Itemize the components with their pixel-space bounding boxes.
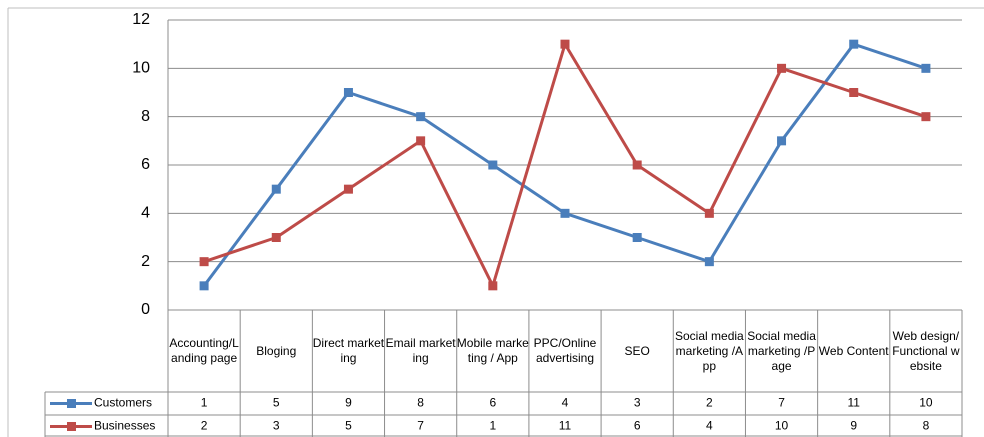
marker [199,257,209,267]
x-tick-cell: PPC/Online advertising [533,336,597,365]
marker [704,208,714,218]
table-value: 1 [201,396,208,410]
table-value: 5 [273,396,280,410]
table-value: 10 [775,419,789,433]
marker [343,88,353,97]
marker [271,233,281,242]
y-tick-label: 2 [141,253,150,270]
marker [199,281,209,291]
marker [560,39,570,49]
marker [560,208,570,218]
x-tick-label: Direct marketing [312,336,385,365]
x-tick-cell: SEO [624,343,650,358]
x-tick-cell: Accounting/Landing page [169,336,239,365]
y-tick-label: 8 [141,108,150,125]
x-tick-label: Web Content [818,343,889,358]
marker [849,88,859,97]
x-tick-label: Social media marketing /App [675,328,744,373]
x-tick-label: SEO [624,343,650,358]
x-tick-label: Accounting/Landing page [169,336,239,365]
x-tick-label: Bloging [256,343,297,358]
marker [849,39,859,49]
marker [271,184,281,194]
table-value: 9 [850,419,857,433]
table-value: 2 [201,419,208,433]
table-value: 8 [417,396,424,410]
marker [632,160,642,170]
marker [777,63,787,73]
table-value: 5 [345,419,352,433]
table-value: 11 [847,396,860,410]
x-tick-label: Social media marketing /Page [747,328,816,373]
x-tick-cell: Mobile marketing / App [456,336,529,365]
marker [416,112,426,122]
marker [488,281,498,291]
table-value: 4 [562,396,569,410]
table-value: 11 [559,419,572,433]
marker [343,184,353,194]
table-value: 2 [706,396,713,410]
y-tick-label: 6 [141,156,150,173]
legend-marker [67,399,76,408]
x-tick-cell: Social media marketing /App [675,328,744,373]
x-tick-label: Mobile marketing / App [456,336,529,365]
table-value: 8 [923,419,930,433]
x-tick-cell: Bloging [256,343,297,358]
y-tick-label: 10 [132,60,150,77]
x-tick-cell: Social media marketing /Page [747,328,816,373]
y-tick-label: 12 [132,11,150,28]
y-tick-label: 0 [141,301,150,318]
x-tick-cell: Direct marketing [312,336,385,365]
legend-marker [67,422,76,431]
table-value: 6 [489,396,496,410]
table-value: 6 [634,419,641,433]
x-tick-label: Web design/Functional website [892,328,960,373]
marker [921,112,931,122]
x-tick-label: Email marketing [385,336,456,365]
table-value: 4 [706,419,713,433]
table-value: 10 [919,396,933,410]
marker [921,63,931,73]
x-tick-label: PPC/Online advertising [533,336,597,365]
table-value: 3 [634,396,641,410]
legend-label: Customers [94,396,152,410]
marker [777,136,787,146]
table-value: 7 [778,396,785,410]
marker [704,257,714,267]
table-value: 3 [273,419,280,433]
marker [416,136,426,146]
y-tick-label: 4 [141,205,150,222]
table-value: 9 [345,396,352,410]
marker [488,160,498,170]
table-value: 1 [489,419,496,433]
legend-label: Businesses [94,419,155,433]
x-tick-cell: Email marketing [385,336,456,365]
marker [632,233,642,242]
x-tick-cell: Web Content [818,343,889,358]
x-tick-cell: Web design/Functional website [892,328,960,373]
table-value: 7 [417,419,424,433]
